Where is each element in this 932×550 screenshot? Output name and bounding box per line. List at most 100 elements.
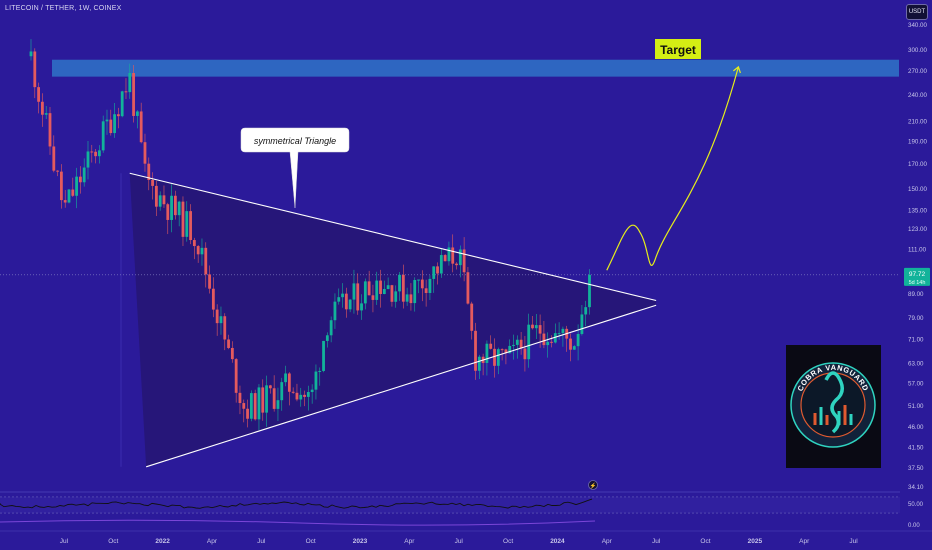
candle-body xyxy=(550,341,553,343)
candle-body xyxy=(268,385,272,389)
price-tick-label: 170.00 xyxy=(908,161,927,168)
candle-body xyxy=(310,389,314,393)
candle-body xyxy=(238,392,242,404)
candle-body xyxy=(295,392,299,400)
indicator-alert-glyph: ⚡ xyxy=(590,483,597,490)
time-tick-label: Oct xyxy=(306,538,316,545)
candle-body xyxy=(348,299,352,310)
candle-body xyxy=(181,201,185,237)
candle-body xyxy=(401,274,405,302)
indicator-tick-label: 0.00 xyxy=(908,523,920,529)
price-tick-label: 46.00 xyxy=(908,424,924,431)
candle-body xyxy=(287,373,291,392)
candle-body xyxy=(489,343,493,349)
candle-body xyxy=(71,189,75,196)
candle-body xyxy=(132,72,135,116)
candle-body xyxy=(204,247,208,275)
target-label: Target xyxy=(660,43,696,57)
candle-body xyxy=(215,309,219,324)
candle-body xyxy=(265,385,268,413)
target-label-box xyxy=(655,39,701,59)
candle-body xyxy=(94,151,97,157)
candle-body xyxy=(284,373,287,383)
symbol-header: LITECOIN / TETHER, 1W, COINEX xyxy=(5,5,122,12)
candle-body xyxy=(37,87,40,102)
candle-body xyxy=(280,382,284,401)
price-tick-label: 210.00 xyxy=(908,119,927,126)
price-tick-label: 51.00 xyxy=(908,403,924,410)
candle-body xyxy=(455,263,458,266)
projection-path xyxy=(606,66,739,271)
candle-body xyxy=(249,393,253,419)
price-tick-label: 34.10 xyxy=(908,484,924,491)
candle-body xyxy=(504,349,508,354)
candle-body xyxy=(508,345,512,354)
cobra-icon xyxy=(824,371,844,434)
candle-body xyxy=(192,240,196,247)
candle-body xyxy=(588,274,591,308)
candle-body xyxy=(230,347,234,360)
candle-body xyxy=(500,349,504,351)
candle-body xyxy=(394,291,398,302)
candle-body xyxy=(439,255,443,274)
indicator-alert-icon xyxy=(588,480,598,490)
candle-body xyxy=(356,283,360,311)
candle-body xyxy=(33,51,37,88)
candle-body xyxy=(462,249,466,273)
candle-body xyxy=(314,371,318,390)
candle-body xyxy=(124,91,128,93)
candle-body xyxy=(325,335,329,341)
pattern-label: symmetrical Triangle xyxy=(254,136,336,146)
time-tick-label: Jul xyxy=(849,538,858,545)
candle-body xyxy=(534,325,538,329)
candle-body xyxy=(379,280,382,295)
candle-body xyxy=(409,294,413,304)
price-tick-label: 150.00 xyxy=(908,186,927,193)
candle-body xyxy=(451,247,455,264)
candle-body xyxy=(139,111,143,143)
candle-body xyxy=(428,278,432,293)
candle-body xyxy=(572,346,576,350)
candle-body xyxy=(386,285,390,290)
candle-body xyxy=(527,324,531,360)
price-tick-label: 37.50 xyxy=(908,465,924,472)
candle-body xyxy=(189,211,192,241)
candle-body xyxy=(90,151,94,153)
candle-body xyxy=(166,204,170,220)
candle-body xyxy=(154,185,158,207)
candle-body xyxy=(493,348,496,366)
candle-body xyxy=(474,330,477,371)
candle-body xyxy=(580,314,584,334)
candle-body xyxy=(272,388,276,409)
target-zone xyxy=(52,59,899,77)
candle-body xyxy=(158,195,162,207)
candle-body xyxy=(59,171,63,201)
candle-body xyxy=(101,121,105,151)
candle-body xyxy=(458,249,462,266)
candle-body xyxy=(86,151,90,168)
candle-body xyxy=(470,303,474,331)
candle-body xyxy=(306,392,310,397)
candle-body xyxy=(82,167,86,183)
time-axis: Jul Oct 2022 Apr Jul Oct 2023 Apr Jul Oct 2024 Apr J… xyxy=(0,530,932,545)
candle-body xyxy=(185,211,189,237)
candle-body xyxy=(344,293,348,310)
candle-body xyxy=(515,339,519,345)
candle-body xyxy=(151,179,154,186)
time-tick-label: 2022 xyxy=(155,538,170,545)
cobra-vanguard-logo: COBRA VANGUARD xyxy=(786,345,881,468)
time-tick-label: Oct xyxy=(700,538,710,545)
candle-body xyxy=(40,101,44,115)
candle-body xyxy=(371,295,375,300)
candle-body xyxy=(276,400,280,409)
candle-body xyxy=(561,328,565,334)
candle-body xyxy=(417,279,420,281)
candle-body xyxy=(52,146,56,171)
candle-body xyxy=(542,333,546,346)
candle-body xyxy=(291,391,295,393)
candle-body xyxy=(436,266,439,274)
currency-button[interactable]: USDT xyxy=(906,4,928,20)
indicator-tick-label: 50.00 xyxy=(908,502,924,508)
logo-mini-candle xyxy=(813,413,817,425)
